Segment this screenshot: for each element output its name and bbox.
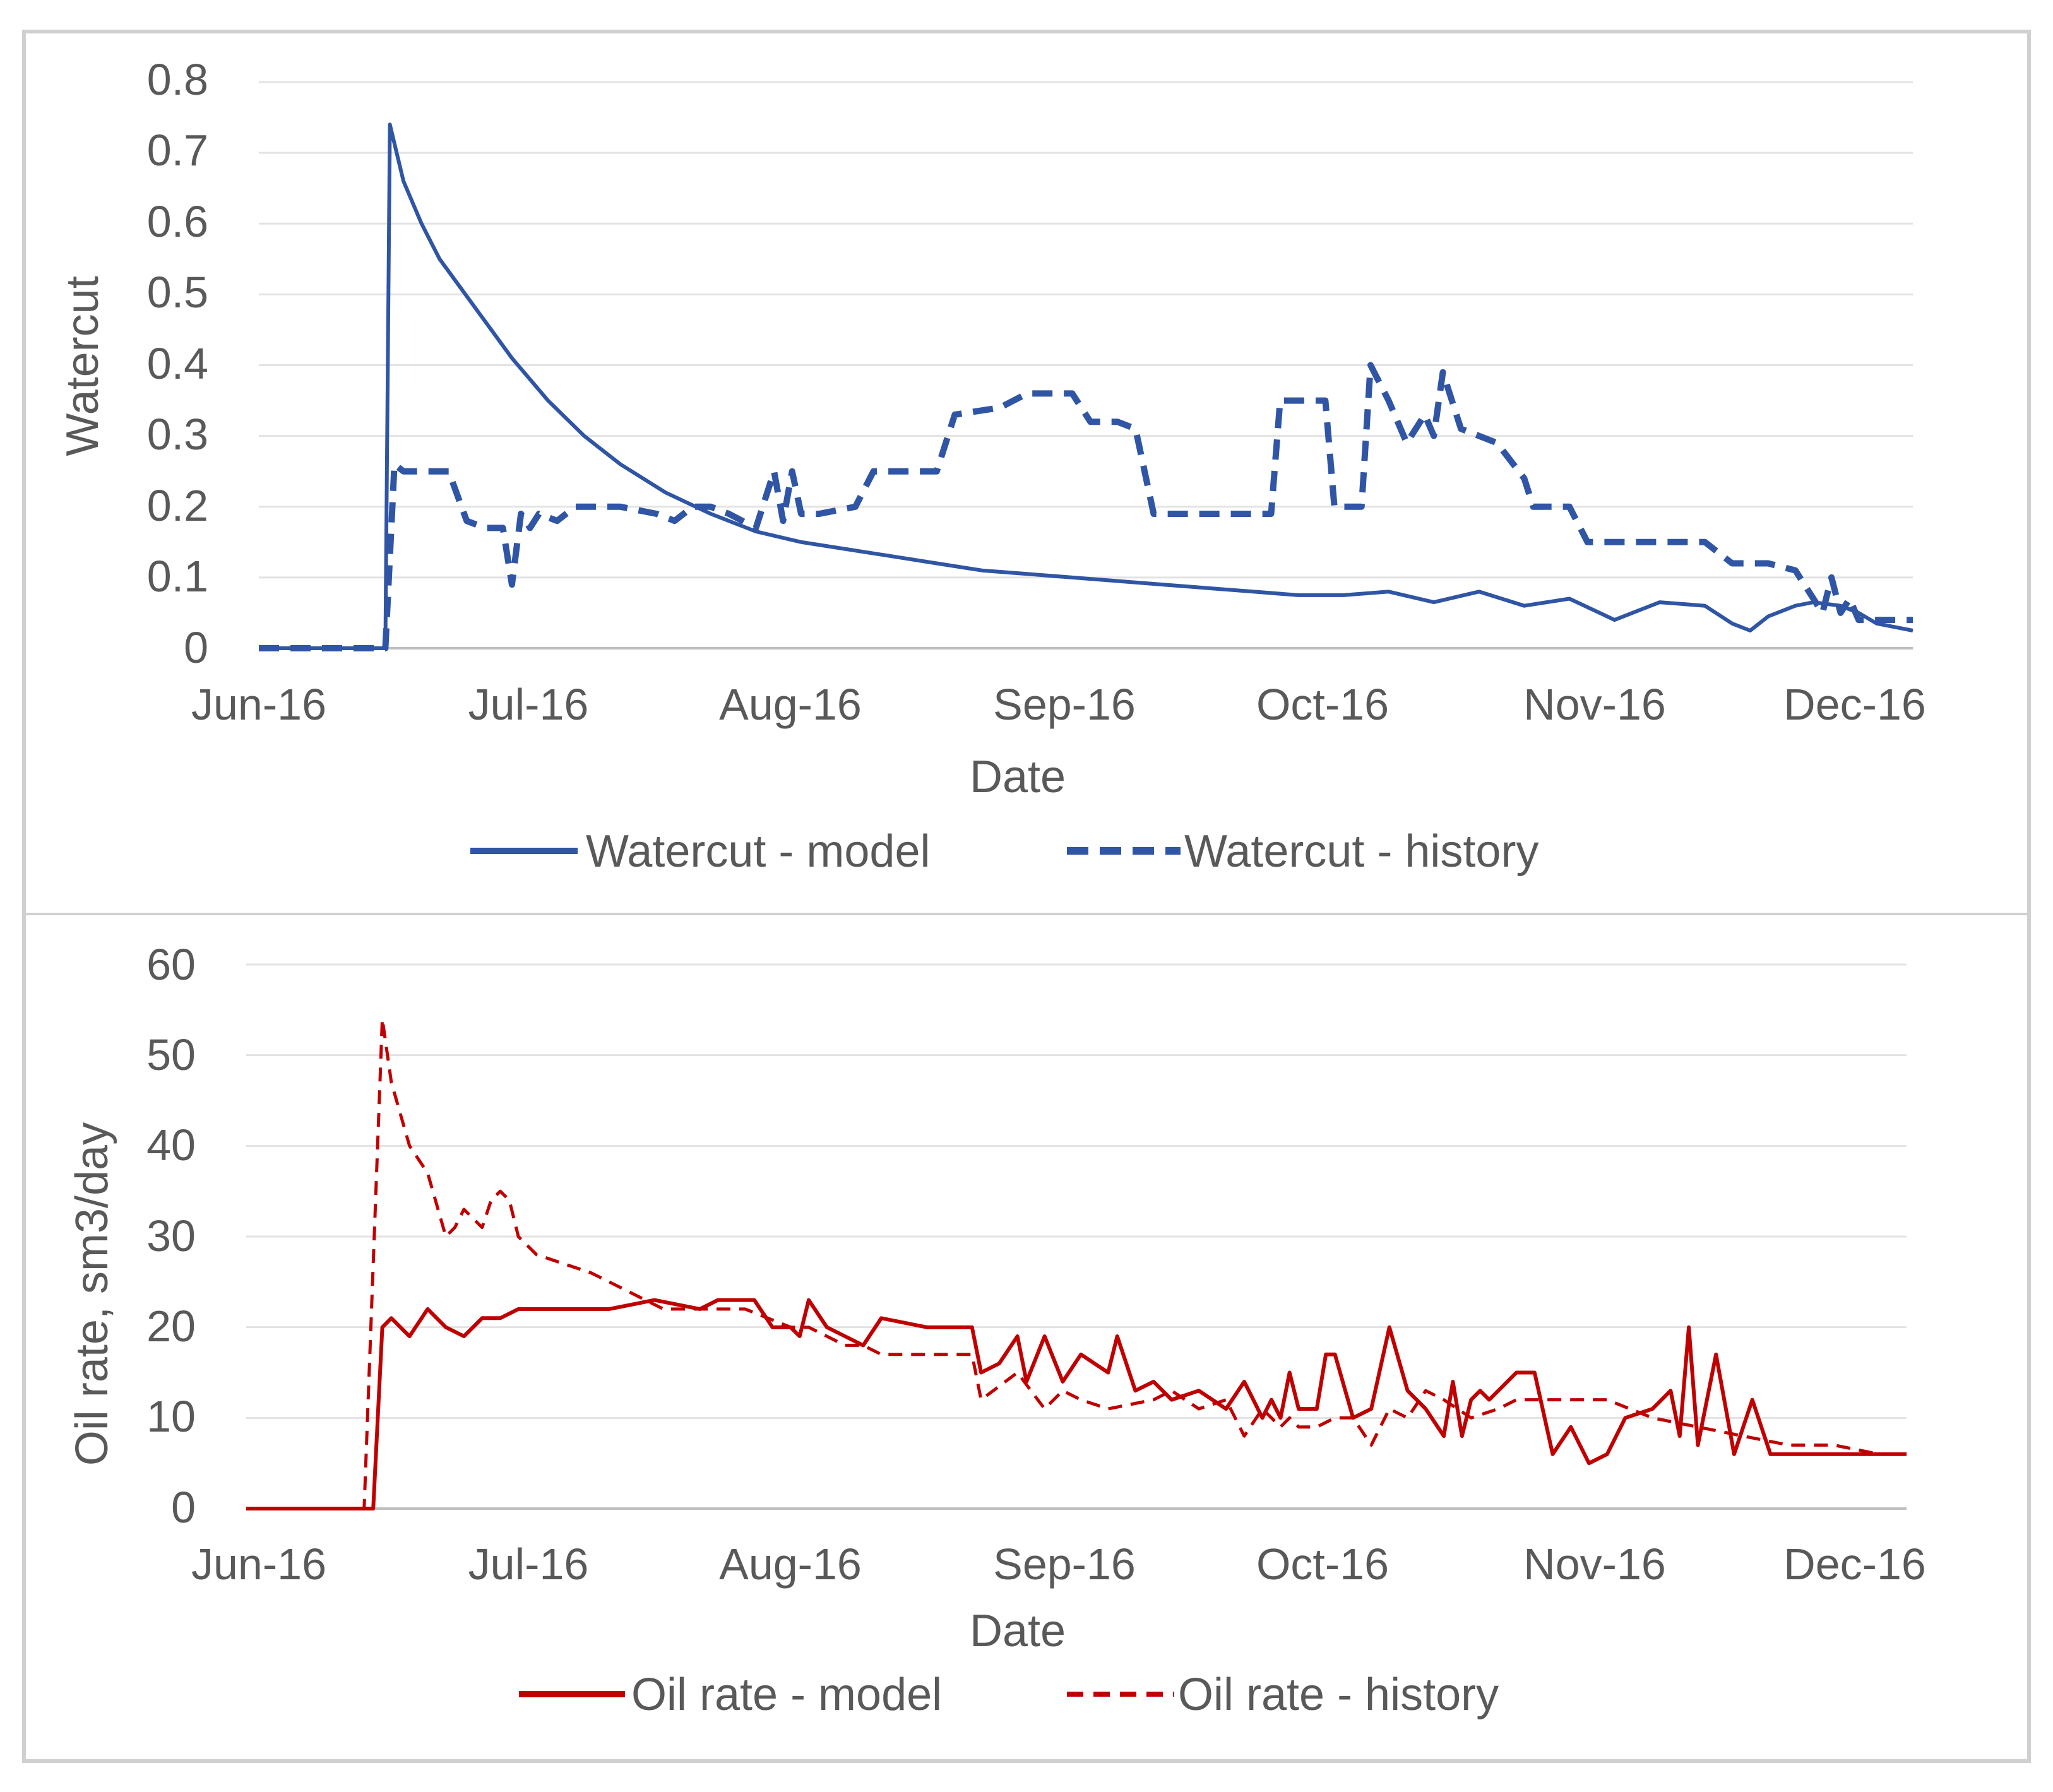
x-tick-label: Jul-16 bbox=[468, 680, 589, 729]
x-tick-label: Aug-16 bbox=[719, 680, 862, 729]
y-tick-label: 0.7 bbox=[147, 126, 208, 175]
y-tick-label: 0.8 bbox=[147, 55, 208, 104]
watercut-legend: Watercut - model Watercut - history bbox=[470, 826, 1538, 877]
watercut-y-axis-title: Watercut bbox=[57, 276, 108, 456]
x-tick-label: Sep-16 bbox=[993, 680, 1136, 729]
watercut-gridlines bbox=[259, 81, 1913, 650]
legend-label-oil-rate-history: Oil rate - history bbox=[1178, 1670, 1499, 1720]
y-tick-label: 0 bbox=[171, 1483, 196, 1532]
x-tick-label: Aug-16 bbox=[719, 1540, 862, 1589]
watercut-x-axis-title: Date bbox=[970, 752, 1066, 802]
oil-rate-x-ticks: Jun-16 Jul-16 Aug-16 Sep-16 Oct-16 Nov-1… bbox=[191, 1540, 1926, 1589]
x-tick-label: Jun-16 bbox=[191, 1540, 326, 1589]
legend-label-watercut-history: Watercut - history bbox=[1184, 826, 1538, 877]
x-tick-label: Dec-16 bbox=[1783, 680, 1926, 729]
series-line-watercut-history bbox=[259, 362, 1913, 651]
x-tick-label: Nov-16 bbox=[1523, 680, 1666, 729]
x-tick-label: Jun-16 bbox=[191, 680, 326, 729]
x-tick-label: Nov-16 bbox=[1523, 1540, 1666, 1589]
watercut-chart: 0 0.1 0.2 0.3 0.4 0.5 0.6 0.7 0.8 Jun-16… bbox=[57, 55, 1926, 877]
x-tick-label: Oct-16 bbox=[1256, 680, 1389, 729]
oil-rate-y-ticks: 0 10 20 30 40 50 60 bbox=[146, 940, 196, 1532]
y-tick-label: 40 bbox=[146, 1120, 196, 1170]
watercut-plot-area bbox=[259, 122, 1913, 651]
oil-rate-plot-area bbox=[246, 1017, 1907, 1510]
oil-rate-x-axis-title: Date bbox=[970, 1606, 1066, 1656]
y-tick-label: 50 bbox=[146, 1030, 196, 1079]
y-tick-label: 60 bbox=[146, 940, 196, 989]
y-tick-label: 20 bbox=[146, 1302, 196, 1351]
y-tick-label: 0.4 bbox=[147, 339, 208, 388]
x-tick-label: Sep-16 bbox=[993, 1540, 1136, 1589]
series-line-watercut-model bbox=[259, 122, 1913, 650]
legend-label-watercut-model: Watercut - model bbox=[586, 826, 930, 877]
y-tick-label: 30 bbox=[146, 1211, 196, 1261]
y-tick-label: 0.1 bbox=[147, 552, 208, 601]
x-tick-label: Dec-16 bbox=[1783, 1540, 1926, 1589]
oil-rate-gridlines bbox=[246, 963, 1907, 1510]
legend-label-oil-rate-model: Oil rate - model bbox=[631, 1670, 942, 1720]
series-line-oil-rate-model bbox=[246, 1298, 1907, 1510]
oil-rate-y-axis-title: Oil rate, sm3/day bbox=[67, 1122, 117, 1466]
y-tick-label: 0 bbox=[184, 623, 208, 672]
x-tick-label: Oct-16 bbox=[1256, 1540, 1389, 1589]
figure-border bbox=[22, 30, 2031, 1763]
y-tick-label: 0.5 bbox=[147, 268, 208, 317]
y-tick-label: 0.3 bbox=[147, 410, 208, 459]
oil-rate-chart: 0 10 20 30 40 50 60 Jun-16 Jul-16 Aug-16… bbox=[67, 940, 1926, 1720]
y-tick-label: 0.2 bbox=[147, 481, 208, 530]
y-tick-label: 0.6 bbox=[147, 197, 208, 246]
x-tick-label: Jul-16 bbox=[468, 1540, 589, 1589]
series-line-oil-rate-history bbox=[246, 1017, 1907, 1510]
y-tick-label: 10 bbox=[146, 1392, 196, 1441]
watercut-y-ticks: 0 0.1 0.2 0.3 0.4 0.5 0.6 0.7 0.8 bbox=[147, 55, 208, 672]
oil-rate-legend: Oil rate - model Oil rate - history bbox=[519, 1670, 1499, 1720]
watercut-x-ticks: Jun-16 Jul-16 Aug-16 Sep-16 Oct-16 Nov-1… bbox=[191, 680, 1926, 729]
